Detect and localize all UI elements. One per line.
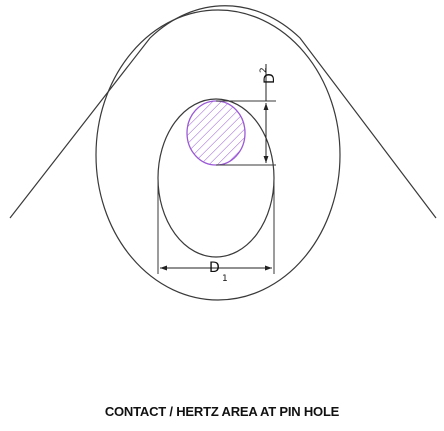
diagram-caption: CONTACT / HERTZ AREA AT PIN HOLE [104,404,340,419]
d2-subscript: 2 [259,67,269,73]
d1-label: D [209,260,220,276]
boss-outline [95,9,341,301]
d1-subscript: 1 [222,274,228,284]
outer-link-profile [9,5,437,219]
d2-label: D [262,73,278,84]
hertz-contact-area [186,100,246,166]
d2-label-group: D 2 [259,67,278,84]
